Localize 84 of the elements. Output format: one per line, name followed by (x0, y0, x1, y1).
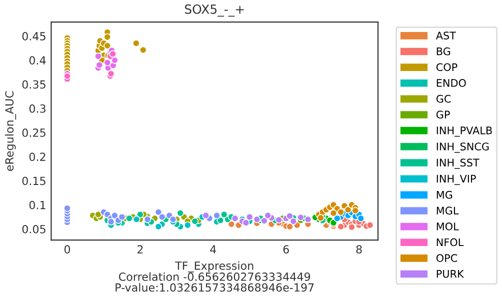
legend-label: NFOL (436, 238, 464, 246)
chart-title: SOX5_-_+ (184, 4, 244, 17)
point (126, 214, 133, 222)
x-tick-label: 0 (64, 245, 70, 254)
point (231, 214, 239, 222)
x-tick-label: 2 (137, 245, 143, 254)
point (158, 213, 166, 221)
point (139, 46, 147, 54)
point (275, 216, 282, 224)
point (286, 222, 294, 230)
point (264, 212, 272, 220)
y-tick-label: 0.1 (29, 200, 46, 210)
point (154, 222, 162, 230)
legend-label: INH_VIP (436, 174, 476, 185)
point (297, 214, 304, 222)
point (333, 214, 341, 222)
legend-label: MG (436, 190, 452, 199)
x-tick-label: 6 (283, 245, 289, 254)
point (110, 212, 118, 220)
x-axis-title: TF_Expression Correlation -0.6562602763334449 P-value:1.0326157334868946e-197 (116, 261, 314, 292)
x-tick-label: 4 (210, 245, 216, 254)
y-tick-label: 0.2 (29, 152, 46, 162)
point (228, 220, 236, 228)
point (290, 218, 298, 225)
legend-label: GP (436, 110, 450, 119)
y-tick-label: 0.3 (29, 104, 46, 113)
point (132, 40, 140, 47)
point (94, 210, 102, 218)
point (348, 223, 356, 231)
legend-label: ENDO (436, 79, 466, 87)
legend-label: GC (436, 94, 451, 103)
legend-label: INH_SNCG (436, 142, 489, 153)
legend-label: OPC (436, 254, 458, 262)
legend-label: INH_PVALB (436, 126, 492, 137)
y-tick-label: 0.15 (22, 176, 46, 186)
y-tick-label: 0.4 (29, 56, 46, 65)
point (94, 52, 102, 60)
point (64, 204, 71, 212)
point (176, 209, 184, 217)
point (344, 206, 352, 214)
point (246, 213, 254, 221)
point (352, 206, 360, 214)
point (260, 217, 268, 224)
point (104, 58, 112, 66)
point (242, 219, 250, 226)
point (337, 208, 344, 216)
legend-label: INH_SST (436, 158, 480, 169)
point (337, 222, 344, 230)
point (118, 213, 126, 221)
x-tick-label: 8 (356, 245, 362, 254)
point (136, 210, 144, 218)
legend-label: MOL (436, 222, 459, 230)
point (357, 214, 365, 222)
y-tick-label: 0.25 (22, 128, 46, 137)
legend-label: BG (436, 47, 450, 56)
legend-label: COP (436, 63, 458, 72)
point (213, 212, 220, 220)
y-tick-label: 0.45 (22, 32, 46, 40)
point (184, 221, 192, 229)
point (253, 216, 261, 224)
y-axis-title: eRegulon_AUC (4, 91, 16, 171)
point (154, 208, 162, 216)
y-tick-label: 0.05 (22, 224, 46, 234)
point (104, 33, 112, 41)
point (109, 50, 117, 58)
point (104, 42, 112, 50)
point (96, 61, 104, 69)
point (64, 72, 71, 80)
point (202, 212, 210, 220)
point (286, 212, 294, 220)
point (366, 221, 374, 229)
point (107, 70, 115, 78)
point (220, 210, 228, 218)
legend-label: PURK (436, 270, 464, 278)
point (107, 218, 115, 226)
y-tick-label: 0.35 (22, 80, 46, 89)
point (191, 218, 199, 225)
legend-label: AST (436, 32, 456, 40)
point (144, 216, 152, 224)
legend-label: MGL (436, 206, 459, 215)
point (132, 216, 140, 224)
point (216, 216, 224, 224)
point (169, 216, 177, 224)
point (330, 209, 338, 217)
